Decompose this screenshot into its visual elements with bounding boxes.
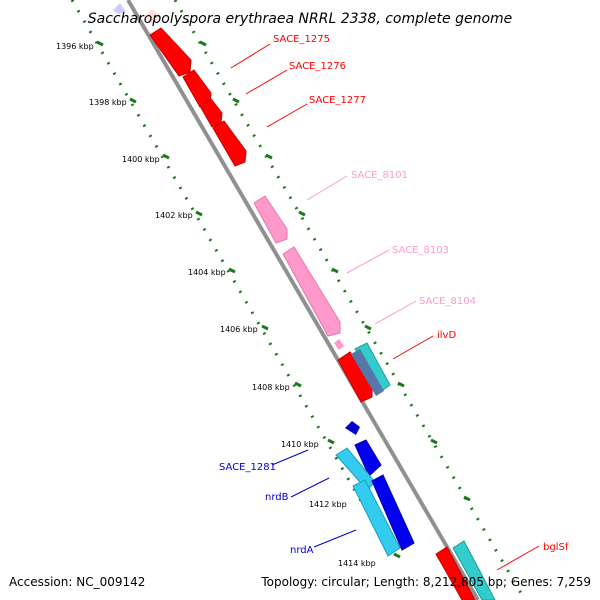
gene-feature-sace-1276[interactable] [182, 69, 212, 108]
gene-label-sace-8104[interactable]: SACE_8104 [419, 296, 476, 307]
tick-label: 1412 kbp [309, 500, 347, 509]
tick-mark [96, 40, 104, 47]
gene-features [113, 3, 496, 600]
gene-label-sace-1277[interactable]: SACE_1277 [309, 95, 366, 106]
gene-feature-sace-8101[interactable] [253, 195, 288, 244]
tick-mark [228, 267, 236, 274]
tick-mark [261, 324, 269, 331]
gene-label-bglsf[interactable]: bglSf [543, 542, 569, 553]
tick-mark [331, 267, 339, 274]
genome-title: Saccharopolyspora erythraea NRRL 2338, c… [88, 11, 513, 27]
connector-sace-1281 [271, 449, 309, 466]
gene-label-sace-1281[interactable]: SACE_1281 [219, 462, 276, 473]
gene-feature-sace-8104[interactable] [334, 339, 344, 350]
gene-label-sace-8101[interactable]: SACE_8101 [351, 170, 408, 181]
connector-sace-1276 [245, 69, 288, 95]
connector-sace-8103 [346, 249, 390, 274]
inner-dotted-track [70, 0, 397, 561]
tick-label: 1402 kbp [155, 211, 193, 220]
gene-feature-blue-2[interactable] [354, 439, 382, 477]
gene-feature-sace-1281-small[interactable] [345, 421, 360, 435]
tick-mark [463, 495, 471, 502]
gene-feature-sace-1277a[interactable] [199, 98, 223, 128]
tick-mark [199, 40, 207, 47]
tick-label: 1408 kbp [252, 383, 290, 392]
connector-bglsf [496, 545, 540, 571]
gene-feature-sace-1277b[interactable] [212, 120, 247, 167]
tick-labels: 1396 kbp 1398 kbp 1400 kbp 1402 kbp 1404… [56, 42, 376, 568]
connector-sace-8104 [374, 300, 417, 325]
gene-feature-sace-1275[interactable] [149, 27, 192, 77]
tick-label: 1404 kbp [188, 268, 226, 277]
tick-mark [327, 438, 335, 445]
connector-ilvd [392, 335, 434, 360]
tick-label: 1406 kbp [220, 325, 258, 334]
tick-mark [162, 153, 170, 160]
gene-label-sace-1275[interactable]: SACE_1275 [273, 34, 330, 45]
gene-label-sace-1276[interactable]: SACE_1276 [289, 61, 346, 72]
tick-mark [265, 153, 273, 160]
tick-mark [232, 97, 240, 104]
topology-text: Topology: circular; Length: 8,212,805 bp… [260, 575, 591, 589]
tick-mark [195, 210, 203, 217]
tick-mark [393, 552, 401, 559]
gene-label-nrda[interactable]: nrdA [290, 545, 314, 556]
label-connectors [230, 43, 540, 571]
gene-feature-red-bottom[interactable] [435, 546, 476, 600]
gene-feature-ilvd[interactable] [337, 351, 373, 403]
gene-feature-blue-3[interactable] [371, 474, 415, 551]
gene-feature-nrda[interactable] [352, 479, 401, 557]
tick-mark [364, 324, 372, 331]
tick-mark [430, 438, 438, 445]
gene-feature-steel[interactable] [351, 349, 384, 396]
gene-labels: SACE_1275 SACE_1276 SACE_1277 SACE_8101 … [219, 34, 569, 556]
connector-sace-1277 [266, 103, 308, 128]
connector-nrda [313, 529, 357, 548]
tick-label: 1410 kbp [281, 440, 319, 449]
tick-mark [397, 381, 405, 388]
gene-feature[interactable] [113, 3, 126, 14]
genome-backbone [126, 0, 480, 600]
gene-label-nrdb[interactable]: nrdB [265, 492, 289, 503]
gene-feature-sace-8103[interactable] [282, 246, 341, 337]
connector-sace-1275 [230, 43, 271, 69]
tick-label: 1396 kbp [56, 42, 94, 51]
tick-mark [298, 210, 306, 217]
connector-nrdb [290, 477, 330, 498]
tick-mark [129, 97, 137, 104]
accession-text: Accession: NC_009142 [9, 575, 145, 589]
gene-label-ilvd[interactable]: ilvD [437, 330, 456, 341]
gene-feature[interactable] [145, 9, 160, 25]
tick-label: 1414 kbp [338, 559, 376, 568]
tick-marks [96, 40, 471, 559]
tick-label: 1398 kbp [89, 98, 127, 107]
gene-feature-cyan-bottom[interactable] [452, 540, 496, 600]
gene-label-sace-8103[interactable]: SACE_8103 [392, 245, 449, 256]
tick-mark [294, 381, 302, 388]
tick-label: 1400 kbp [122, 155, 160, 164]
connector-sace-8101 [306, 175, 348, 201]
